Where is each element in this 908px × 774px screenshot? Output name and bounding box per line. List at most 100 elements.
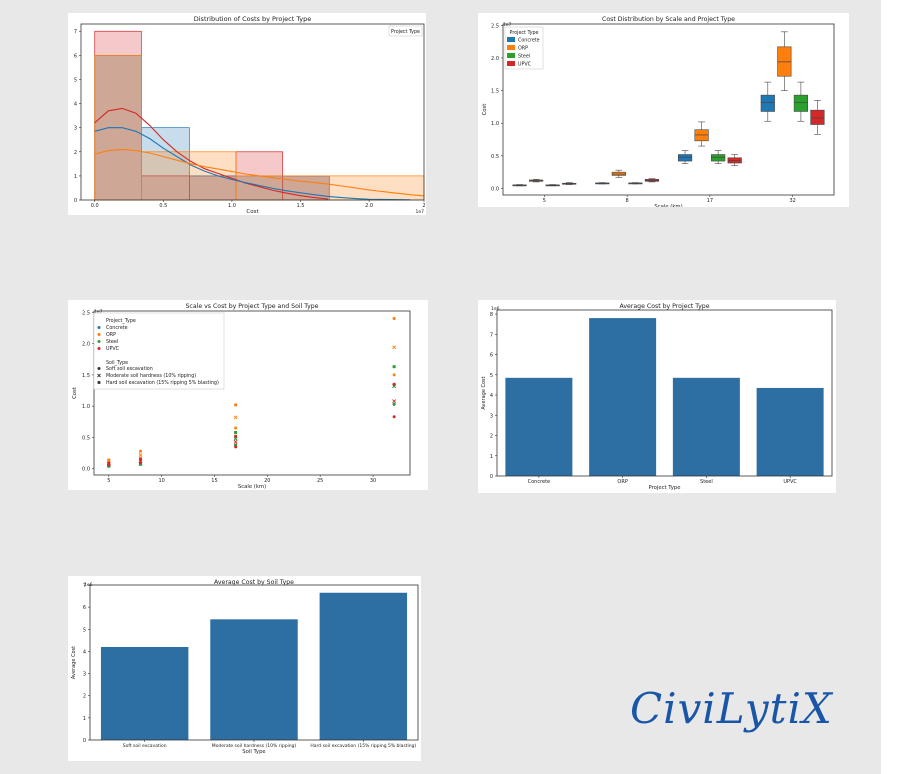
data-point-orp (234, 403, 238, 407)
y-tick-label: 1.5 (82, 373, 90, 379)
x-axis-label: Project Type (649, 485, 681, 491)
x-tick-label: UPVC (783, 479, 797, 485)
y-axis-label: Average Cost (71, 646, 77, 679)
chart-title: Average Cost by Project Type (620, 303, 710, 310)
plot-frame (93, 310, 411, 476)
data-point-orp (234, 426, 238, 430)
y-tick-label: 7 (83, 583, 86, 589)
y-tick-label: 2 (74, 150, 77, 156)
legend-marker-soil (97, 367, 101, 370)
x-tick-label: Moderate soil hardness (10% ripping) (212, 743, 297, 749)
chart-svg: Cost Distribution by Scale and Project T… (482, 16, 835, 207)
y-tick-label: 0.5 (491, 154, 499, 160)
cost-by-scale-boxplot-panel: Cost Distribution by Scale and Project T… (478, 13, 849, 207)
y-tick-label: 0.5 (82, 435, 90, 441)
legend-title: Project Type (510, 30, 539, 36)
y-tick-label: 2.0 (82, 342, 90, 348)
x-tick-label: 1.0 (228, 203, 236, 209)
legend-marker-soil (97, 373, 101, 378)
plot-frame (502, 23, 835, 196)
y-tick-label: 4 (74, 102, 77, 108)
y-tick-label: 7 (490, 332, 493, 338)
legend-swatch-steel (507, 53, 515, 58)
histogram-bar-orp (141, 151, 237, 201)
x-tick-label: 20 (264, 478, 270, 484)
y-tick-label: 2.0 (491, 56, 499, 62)
data-point-orp (392, 373, 396, 377)
legend-marker-concrete (97, 326, 101, 329)
x-tick-label: Hard soil excavation (15% ripping 5% bla… (310, 743, 416, 749)
y-tick-label: 0 (74, 198, 77, 204)
y-tick-label: 6 (74, 53, 77, 59)
y-tick-label: 1.0 (491, 121, 499, 127)
y-tick-label: 0.0 (82, 467, 90, 473)
chart-svg: Average Cost by Soil Type1e601234567Soft… (71, 579, 419, 755)
y-tick-label: 5 (74, 77, 77, 83)
data-point-upvc (392, 415, 396, 419)
chart-svg: Scale vs Cost by Project Type and Soil T… (72, 303, 411, 490)
y-axis-exponent: 1e7 (94, 309, 103, 315)
chart-title: Average Cost by Soil Type (214, 579, 294, 586)
x-tick-label: 17 (707, 198, 713, 204)
x-tick-label: 5 (107, 478, 110, 484)
y-tick-label: 1 (74, 174, 77, 180)
y-axis-label: Cost (72, 387, 78, 399)
legend-marker-soil (97, 381, 101, 384)
y-tick-label: 4 (490, 393, 493, 399)
data-point-orp (107, 458, 111, 462)
y-tick-label: 0 (83, 738, 86, 744)
y-tick-label: 5 (83, 627, 86, 633)
x-axis-label: Cost (246, 209, 259, 215)
cost-distribution-histogram-panel: Distribution of Costs by Project Type 0 1 2… (68, 13, 426, 215)
x-tick-label: 25 (317, 478, 323, 484)
data-point-upvc (139, 457, 142, 461)
legend-item-label: Moderate soil hardness (10% ripping) (106, 373, 196, 379)
bar-0 (505, 377, 573, 476)
y-tick-label: 6 (83, 605, 86, 611)
chart-svg: Distribution of Costs by Project Type 0 1 2… (74, 15, 426, 215)
box-concrete (760, 94, 775, 112)
histogram-bar-orp (235, 175, 330, 201)
kde-line-concrete (94, 127, 411, 201)
y-axis-exponent: 1e6 (491, 306, 500, 312)
legend-item-label: ORP (106, 332, 116, 338)
x-axis-label: Scale (km) (238, 484, 266, 490)
legend-swatch-orp (507, 45, 515, 50)
y-tick-label: 2 (490, 434, 493, 440)
legend-marker-steel (97, 340, 101, 343)
legend-item-label: Concrete (518, 38, 540, 44)
data-point-upvc (107, 461, 111, 465)
x-tick-label: 10 (158, 478, 164, 484)
histogram-bar-orp (328, 175, 425, 201)
x-tick-label: ORP (617, 479, 627, 485)
legend-box (388, 25, 423, 37)
box-steel (793, 94, 808, 112)
legend-title: Project Type (391, 29, 420, 35)
legend-item-label: ORP (518, 46, 528, 52)
x-tick-label: Concrete (528, 479, 551, 485)
x-tick-label: 2 (422, 203, 425, 209)
bar-2 (319, 592, 408, 740)
bar-1 (589, 318, 657, 476)
y-tick-label: 3 (490, 413, 493, 419)
data-point-upvc (234, 434, 238, 438)
data-point-orp (233, 415, 238, 420)
y-tick-label: 2 (83, 694, 86, 700)
legend-marker-upvc (97, 347, 101, 350)
x-axis-exponent: 1e7 (416, 209, 425, 215)
y-tick-label: 7 (74, 29, 77, 35)
x-tick-label: 0.5 (159, 203, 167, 209)
y-tick-label: 3 (74, 126, 77, 132)
x-tick-label: 8 (626, 198, 629, 204)
y-tick-label: 2.5 (491, 23, 499, 29)
kde-line-orp (94, 148, 425, 197)
plot-frame (496, 309, 833, 477)
legend-item-label: Steel (518, 54, 530, 60)
chart-title: Distribution of Costs by Project Type (194, 15, 312, 23)
y-tick-label: 4 (83, 649, 86, 655)
y-tick-label: 1.0 (82, 404, 90, 410)
data-point-orp (138, 453, 143, 457)
y-axis-exponent: 1e7 (503, 22, 512, 28)
data-point-steel (234, 431, 238, 434)
y-tick-label: 0 (490, 474, 493, 480)
